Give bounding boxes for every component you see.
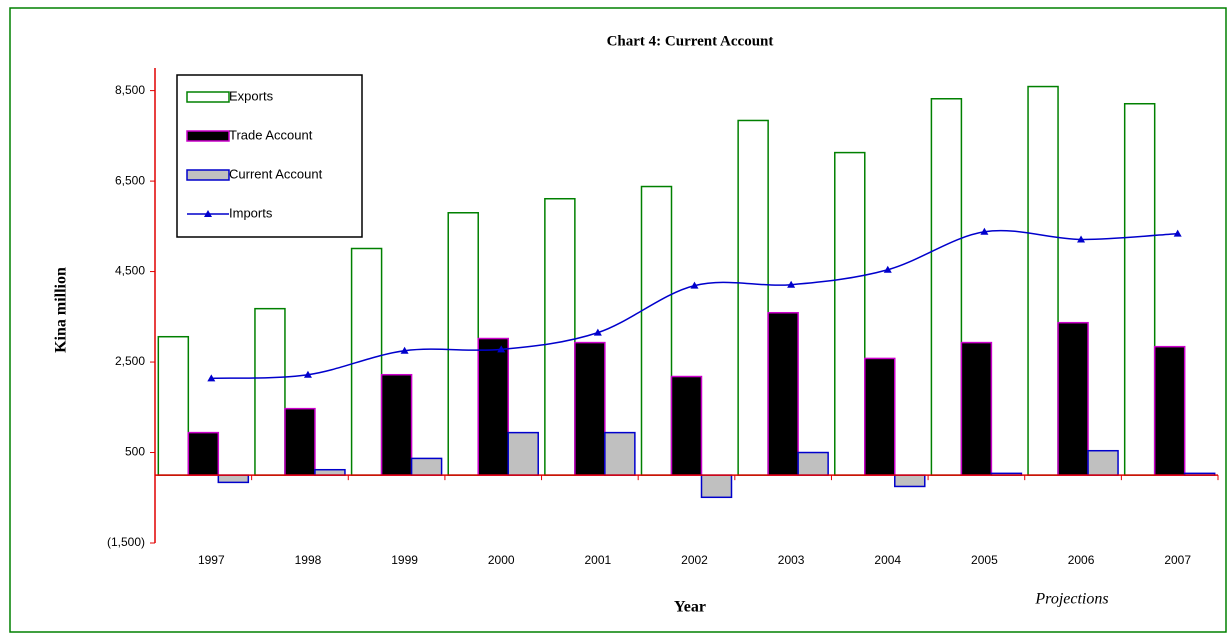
bar bbox=[1027, 85, 1059, 476]
bar bbox=[477, 337, 509, 476]
bar bbox=[670, 375, 703, 476]
bar bbox=[410, 457, 443, 476]
x-tick-label: 2002 bbox=[681, 553, 708, 567]
bar bbox=[930, 98, 963, 476]
legend-label: Trade Account bbox=[229, 127, 313, 142]
bar bbox=[574, 341, 606, 476]
bar bbox=[894, 474, 926, 488]
bar bbox=[737, 119, 769, 476]
x-tick-label: 2000 bbox=[488, 553, 515, 567]
bar bbox=[507, 431, 539, 476]
line-marker bbox=[400, 346, 409, 354]
legend-swatch-marker bbox=[204, 210, 212, 217]
bar bbox=[380, 373, 413, 476]
bar bbox=[1057, 321, 1089, 476]
chart-title: Chart 4: Current Account bbox=[607, 33, 774, 49]
bar bbox=[640, 185, 673, 476]
bar bbox=[217, 474, 250, 484]
line-marker bbox=[690, 281, 699, 289]
y-tick-label: 6,500 bbox=[115, 173, 145, 187]
legend-swatch bbox=[186, 91, 230, 103]
legend-label: Exports bbox=[229, 88, 274, 103]
bar bbox=[157, 335, 190, 476]
bar bbox=[700, 474, 733, 499]
legend-label: Imports bbox=[229, 205, 273, 220]
x-tick-label: 2003 bbox=[778, 553, 805, 567]
line-marker bbox=[787, 280, 796, 288]
legend-label: Current Account bbox=[229, 166, 323, 181]
bar bbox=[797, 451, 829, 476]
x-tick-label: 1998 bbox=[295, 553, 322, 567]
x-tick-label: 2005 bbox=[971, 553, 998, 567]
line-marker bbox=[1077, 235, 1086, 243]
bar bbox=[187, 431, 220, 476]
y-tick-label: 500 bbox=[125, 445, 145, 459]
bar bbox=[1087, 449, 1119, 476]
y-tick-label: 4,500 bbox=[115, 264, 145, 278]
bar bbox=[284, 407, 316, 476]
legend-swatch bbox=[186, 169, 230, 181]
x-tick-label: 2006 bbox=[1068, 553, 1095, 567]
x-tick-label: 1997 bbox=[198, 553, 225, 567]
bar bbox=[544, 197, 576, 476]
line-marker bbox=[980, 227, 989, 235]
x-axis-label: Year bbox=[674, 599, 706, 616]
y-axis-label: Kina million bbox=[53, 267, 70, 353]
line-marker bbox=[497, 345, 506, 353]
bar bbox=[1123, 102, 1156, 476]
bar bbox=[254, 307, 286, 476]
line-marker bbox=[593, 328, 602, 336]
bar bbox=[767, 311, 799, 476]
bar bbox=[604, 431, 636, 476]
bar bbox=[1153, 345, 1186, 476]
line-marker bbox=[883, 265, 892, 273]
bar bbox=[350, 247, 383, 476]
bar bbox=[314, 468, 346, 476]
x-tick-label: 1999 bbox=[391, 553, 418, 567]
annotation: Projections bbox=[1034, 591, 1108, 608]
line-marker bbox=[207, 374, 216, 382]
bar bbox=[960, 341, 993, 476]
bar bbox=[864, 357, 896, 476]
y-tick-label: (1,500) bbox=[107, 535, 145, 549]
x-tick-label: 2004 bbox=[874, 553, 901, 567]
y-tick-label: 2,500 bbox=[115, 354, 145, 368]
bar bbox=[834, 151, 866, 476]
legend-swatch bbox=[186, 130, 230, 142]
line-marker bbox=[303, 370, 312, 378]
line-marker bbox=[1173, 229, 1182, 237]
x-tick-label: 2007 bbox=[1164, 553, 1191, 567]
y-tick-label: 8,500 bbox=[115, 83, 145, 97]
x-tick-label: 2001 bbox=[585, 553, 612, 567]
bar bbox=[447, 212, 479, 476]
